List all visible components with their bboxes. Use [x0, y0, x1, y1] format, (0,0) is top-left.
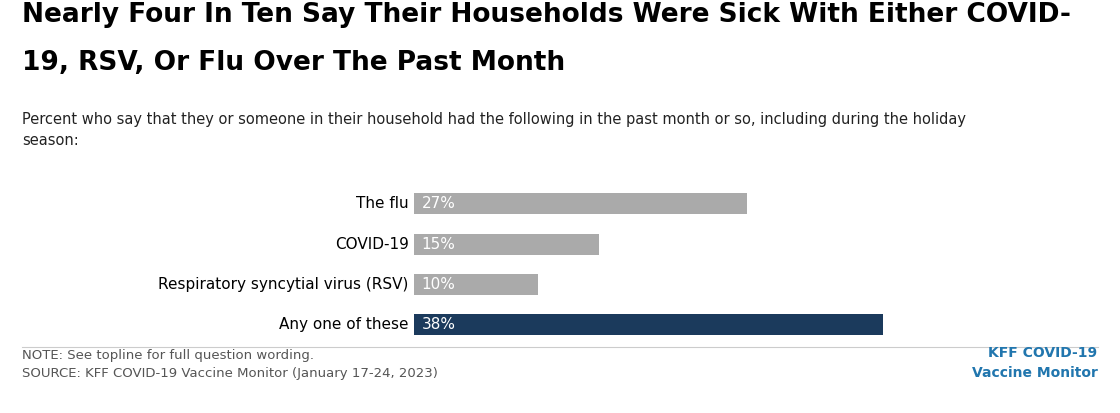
Bar [414, 234, 599, 255]
Text: Any one of these: Any one of these [279, 317, 409, 332]
Text: Percent who say that they or someone in their household had the following in the: Percent who say that they or someone in … [22, 112, 967, 147]
Text: The flu: The flu [356, 196, 409, 211]
Text: 19, RSV, Or Flu Over The Past Month: 19, RSV, Or Flu Over The Past Month [22, 50, 566, 76]
Bar [414, 193, 747, 214]
Text: KFF COVID-19
Vaccine Monitor: KFF COVID-19 Vaccine Monitor [972, 347, 1098, 380]
Text: 10%: 10% [422, 277, 456, 292]
Text: Respiratory syncytial virus (RSV): Respiratory syncytial virus (RSV) [158, 277, 409, 292]
Text: COVID-19: COVID-19 [335, 237, 409, 252]
Bar [414, 274, 538, 295]
Text: Nearly Four In Ten Say Their Households Were Sick With Either COVID-: Nearly Four In Ten Say Their Households … [22, 2, 1071, 28]
Text: 38%: 38% [422, 317, 456, 332]
Bar [414, 314, 883, 335]
Text: 15%: 15% [422, 237, 456, 252]
Text: NOTE: See topline for full question wording.
SOURCE: KFF COVID-19 Vaccine Monito: NOTE: See topline for full question word… [22, 349, 438, 380]
Text: 27%: 27% [422, 196, 456, 211]
